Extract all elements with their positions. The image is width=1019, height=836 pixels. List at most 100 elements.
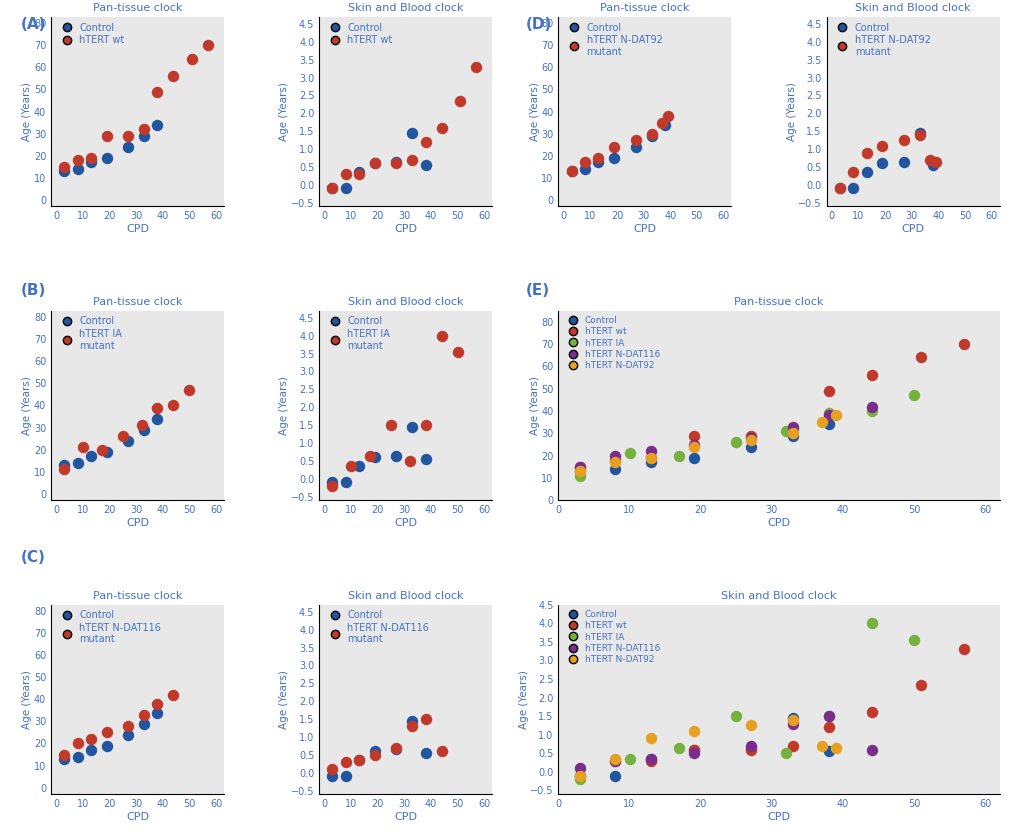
Point bbox=[149, 412, 165, 426]
Point bbox=[133, 419, 150, 432]
Point bbox=[571, 769, 587, 782]
Point bbox=[571, 469, 587, 482]
Point bbox=[56, 462, 72, 476]
Point bbox=[606, 754, 623, 767]
Point bbox=[562, 165, 579, 178]
Point bbox=[114, 430, 130, 443]
Point bbox=[873, 156, 890, 170]
Point bbox=[643, 129, 659, 142]
Title: Skin and Blood clock: Skin and Blood clock bbox=[855, 3, 970, 13]
X-axis label: CPD: CPD bbox=[766, 812, 790, 822]
Point bbox=[813, 415, 829, 429]
Point bbox=[820, 406, 837, 420]
Point bbox=[388, 155, 405, 168]
Point bbox=[367, 451, 383, 464]
Point bbox=[905, 389, 921, 402]
Point bbox=[685, 747, 701, 760]
Point bbox=[324, 476, 340, 489]
Point bbox=[955, 338, 971, 351]
Y-axis label: Age (Years): Age (Years) bbox=[279, 670, 289, 729]
Point bbox=[911, 128, 927, 141]
Point bbox=[643, 127, 659, 140]
Point bbox=[862, 743, 878, 757]
Y-axis label: Age (Years): Age (Years) bbox=[22, 670, 33, 729]
Legend: Control, hTERT IA
mutant: Control, hTERT IA mutant bbox=[324, 315, 391, 351]
Point bbox=[606, 462, 623, 476]
Point bbox=[642, 456, 658, 469]
Point bbox=[627, 140, 643, 154]
Point bbox=[342, 460, 359, 473]
Title: Pan-tissue clock: Pan-tissue clock bbox=[93, 297, 182, 307]
Point bbox=[862, 369, 878, 382]
Point bbox=[56, 748, 72, 762]
Point bbox=[99, 739, 115, 752]
Point bbox=[685, 451, 701, 465]
Point bbox=[728, 710, 744, 723]
X-axis label: CPD: CPD bbox=[633, 224, 656, 234]
Point bbox=[742, 440, 758, 453]
Point bbox=[606, 453, 623, 466]
Point bbox=[955, 643, 971, 656]
X-axis label: CPD: CPD bbox=[901, 224, 923, 234]
Point bbox=[404, 720, 420, 733]
Point bbox=[149, 118, 165, 131]
Point bbox=[362, 449, 378, 462]
Point bbox=[571, 465, 587, 478]
Point bbox=[83, 450, 99, 463]
Point bbox=[777, 747, 794, 760]
Point bbox=[149, 85, 165, 99]
Legend: Control, hTERT wt, hTERT IA, hTERT N-DAT116, hTERT N-DAT92: Control, hTERT wt, hTERT IA, hTERT N-DAT… bbox=[562, 609, 660, 665]
Point bbox=[921, 153, 937, 166]
Point bbox=[605, 151, 622, 165]
Point bbox=[742, 739, 758, 752]
Point bbox=[858, 166, 874, 179]
Point bbox=[742, 741, 758, 754]
Point bbox=[56, 165, 72, 178]
Point bbox=[777, 425, 794, 438]
Point bbox=[468, 60, 484, 74]
Point bbox=[449, 345, 466, 359]
Point bbox=[577, 162, 593, 176]
Point bbox=[785, 711, 801, 725]
Point bbox=[367, 748, 383, 762]
Point bbox=[642, 752, 658, 766]
Point bbox=[820, 409, 837, 422]
Point bbox=[571, 460, 587, 473]
Text: (A): (A) bbox=[20, 18, 46, 33]
Point bbox=[785, 426, 801, 440]
Point bbox=[844, 181, 860, 195]
Point bbox=[165, 69, 181, 83]
Point bbox=[820, 745, 837, 758]
Point bbox=[606, 754, 623, 767]
Point bbox=[417, 747, 433, 760]
Point bbox=[685, 724, 701, 737]
Title: Pan-tissue clock: Pan-tissue clock bbox=[93, 591, 182, 601]
Legend: Control, hTERT N-DAT92
mutant: Control, hTERT N-DAT92 mutant bbox=[830, 22, 930, 58]
Point bbox=[658, 110, 675, 123]
Point bbox=[827, 741, 844, 754]
Point bbox=[606, 769, 623, 782]
X-axis label: CPD: CPD bbox=[766, 518, 790, 528]
Point bbox=[417, 159, 433, 172]
Point bbox=[433, 121, 449, 135]
Point bbox=[136, 123, 152, 136]
Point bbox=[912, 351, 928, 364]
Point bbox=[404, 126, 420, 140]
Point bbox=[571, 769, 587, 782]
Point bbox=[590, 155, 606, 169]
Point bbox=[605, 140, 622, 154]
Point bbox=[388, 449, 405, 462]
Point bbox=[873, 139, 890, 152]
Point bbox=[136, 129, 152, 142]
Point bbox=[742, 431, 758, 445]
Point bbox=[820, 418, 837, 431]
Point bbox=[74, 441, 91, 454]
Point bbox=[451, 94, 468, 108]
Point bbox=[99, 151, 115, 165]
Point bbox=[685, 429, 701, 442]
Point bbox=[895, 155, 911, 168]
Point bbox=[830, 181, 847, 195]
Point bbox=[404, 153, 420, 166]
Point bbox=[571, 460, 587, 473]
Point bbox=[388, 741, 405, 754]
